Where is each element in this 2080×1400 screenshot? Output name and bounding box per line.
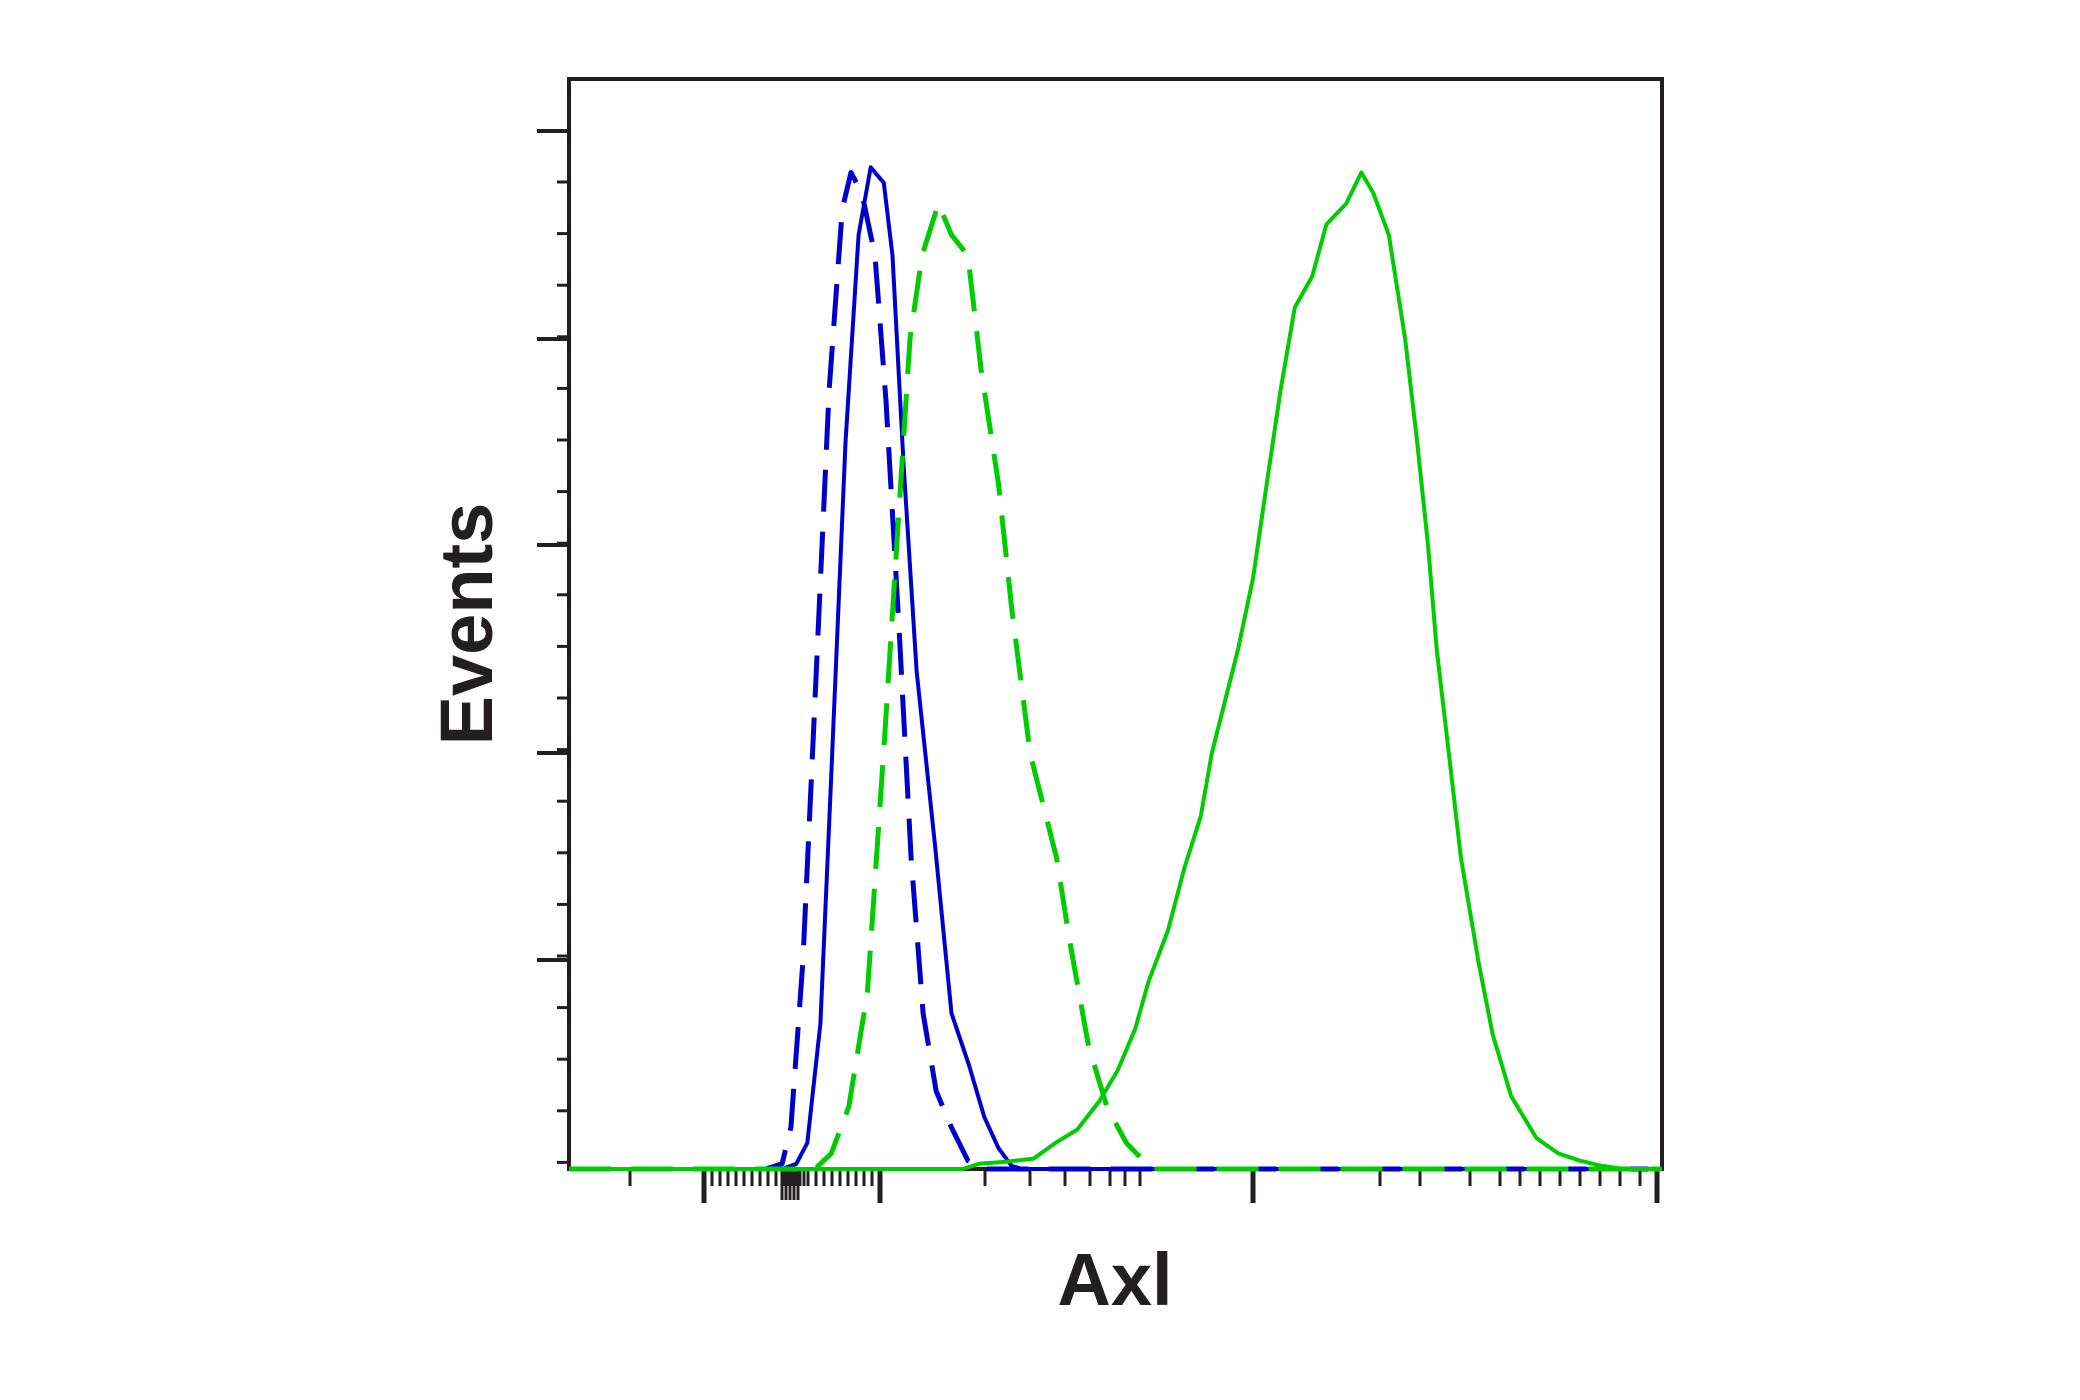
series-line-4: [569, 170, 1662, 1171]
y-axis-label: Events: [425, 503, 508, 746]
series-line-3: [569, 201, 1662, 1172]
y-axis-ticks: [537, 129, 569, 1164]
x-axis-label: Axl: [1057, 1238, 1172, 1321]
series-layer: [569, 165, 1662, 1172]
plot-frame: [567, 77, 1664, 1171]
series-line-1: [569, 170, 1662, 1172]
series-line-2: [569, 165, 1662, 1171]
x-axis-ticks: [628, 1169, 1660, 1203]
